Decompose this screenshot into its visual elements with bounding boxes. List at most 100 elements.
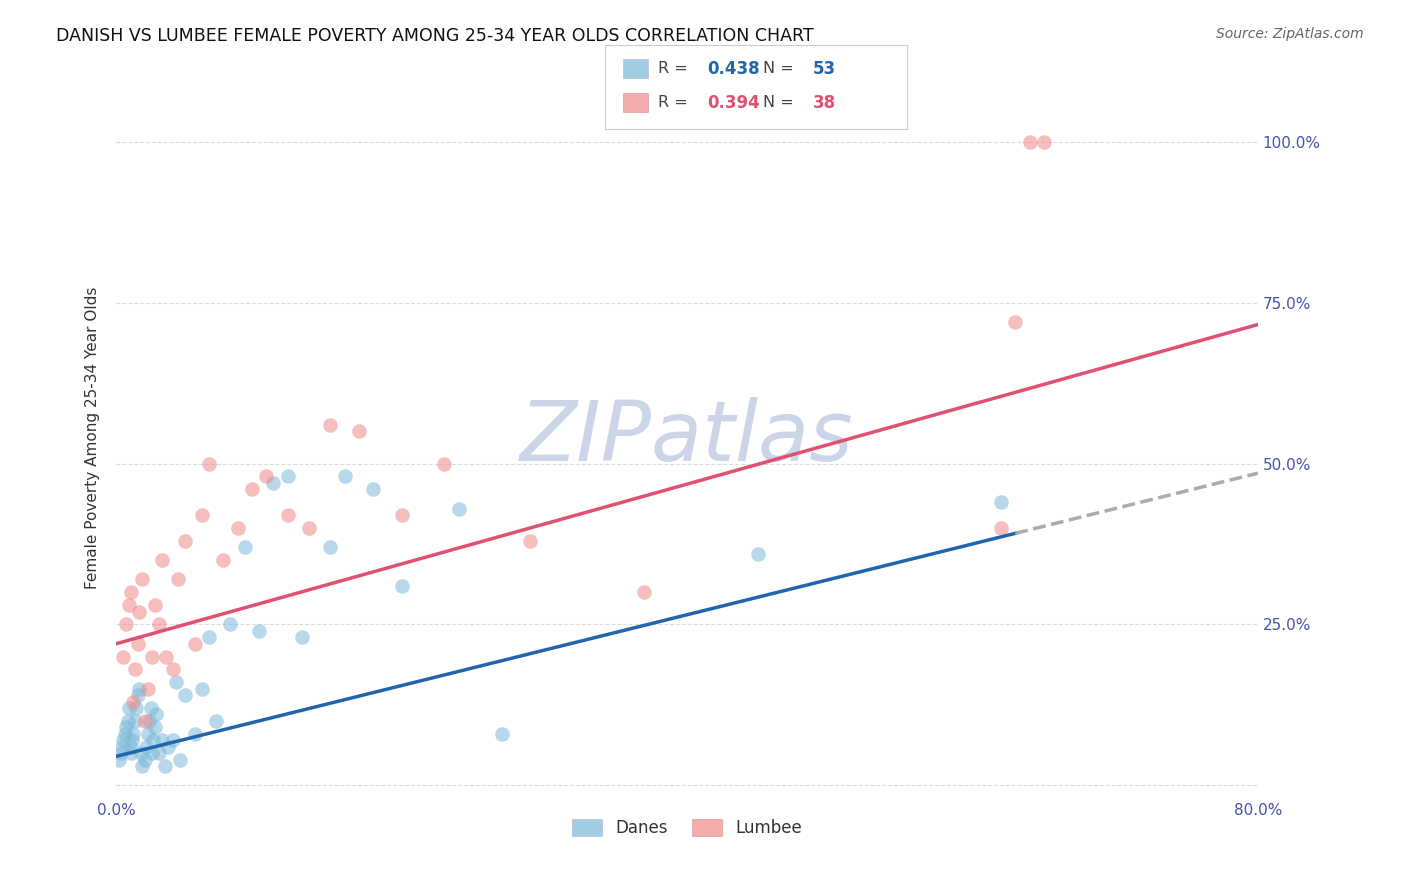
- Point: [391, 579, 413, 593]
- Point: [198, 457, 221, 471]
- Point: [162, 662, 184, 676]
- Point: [128, 681, 150, 696]
- Point: [127, 688, 149, 702]
- Point: [184, 637, 207, 651]
- Point: [143, 720, 166, 734]
- Point: [150, 553, 173, 567]
- Point: [247, 624, 270, 638]
- Text: N =: N =: [763, 95, 800, 110]
- Point: [205, 714, 228, 728]
- Point: [361, 483, 384, 497]
- Point: [128, 605, 150, 619]
- Point: [148, 617, 170, 632]
- Point: [1032, 135, 1054, 149]
- Text: 0.438: 0.438: [707, 60, 759, 78]
- Point: [121, 733, 143, 747]
- Point: [120, 746, 142, 760]
- Point: [191, 508, 214, 522]
- Point: [1018, 135, 1040, 149]
- Point: [111, 739, 134, 754]
- Point: [254, 469, 277, 483]
- Point: [145, 707, 167, 722]
- Point: [136, 681, 159, 696]
- Point: [291, 630, 314, 644]
- Point: [124, 662, 146, 676]
- Point: [491, 727, 513, 741]
- Point: [990, 495, 1012, 509]
- Point: [262, 475, 284, 490]
- Text: Source: ZipAtlas.com: Source: ZipAtlas.com: [1216, 27, 1364, 41]
- Point: [219, 617, 242, 632]
- Point: [319, 540, 342, 554]
- Point: [117, 714, 139, 728]
- Text: ZIPatlas: ZIPatlas: [520, 397, 853, 478]
- Point: [131, 573, 153, 587]
- Point: [127, 637, 149, 651]
- Point: [141, 746, 163, 760]
- Point: [115, 617, 138, 632]
- Point: [139, 701, 162, 715]
- Point: [169, 752, 191, 766]
- Legend: Danes, Lumbee: Danes, Lumbee: [565, 813, 810, 844]
- Point: [162, 733, 184, 747]
- Point: [136, 727, 159, 741]
- Point: [114, 727, 136, 741]
- Point: [747, 547, 769, 561]
- Point: [120, 739, 142, 754]
- Point: [990, 521, 1012, 535]
- Point: [298, 521, 321, 535]
- Text: DANISH VS LUMBEE FEMALE POVERTY AMONG 25-34 YEAR OLDS CORRELATION CHART: DANISH VS LUMBEE FEMALE POVERTY AMONG 25…: [56, 27, 814, 45]
- Point: [118, 598, 141, 612]
- Point: [141, 649, 163, 664]
- Point: [233, 540, 256, 554]
- Point: [155, 649, 177, 664]
- Point: [122, 727, 145, 741]
- Point: [143, 598, 166, 612]
- Point: [134, 714, 156, 728]
- Point: [153, 759, 176, 773]
- Point: [198, 630, 221, 644]
- Point: [165, 675, 187, 690]
- Point: [447, 501, 470, 516]
- Point: [131, 759, 153, 773]
- Point: [347, 425, 370, 439]
- Point: [108, 752, 131, 766]
- Point: [519, 533, 541, 548]
- Point: [1004, 315, 1026, 329]
- Text: 0.394: 0.394: [707, 94, 761, 112]
- Text: R =: R =: [658, 95, 693, 110]
- Point: [125, 701, 148, 715]
- Point: [633, 585, 655, 599]
- Point: [173, 533, 195, 548]
- Point: [120, 585, 142, 599]
- Point: [276, 508, 298, 522]
- Point: [115, 720, 138, 734]
- Point: [333, 469, 356, 483]
- Text: N =: N =: [763, 62, 800, 76]
- Point: [226, 521, 249, 535]
- Point: [134, 752, 156, 766]
- Point: [124, 714, 146, 728]
- Point: [118, 701, 141, 715]
- Point: [276, 469, 298, 483]
- Y-axis label: Female Poverty Among 25-34 Year Olds: Female Poverty Among 25-34 Year Olds: [86, 286, 100, 589]
- Point: [150, 733, 173, 747]
- Point: [212, 553, 235, 567]
- Point: [166, 573, 188, 587]
- Text: 38: 38: [813, 94, 835, 112]
- Point: [173, 688, 195, 702]
- Point: [184, 727, 207, 741]
- Point: [191, 681, 214, 696]
- Point: [391, 508, 413, 522]
- Text: R =: R =: [658, 62, 693, 76]
- Point: [129, 746, 152, 760]
- Point: [122, 695, 145, 709]
- Point: [433, 457, 456, 471]
- Text: 53: 53: [813, 60, 835, 78]
- Point: [112, 733, 135, 747]
- Point: [156, 739, 179, 754]
- Point: [148, 746, 170, 760]
- Point: [110, 746, 132, 760]
- Point: [319, 417, 342, 432]
- Point: [135, 739, 157, 754]
